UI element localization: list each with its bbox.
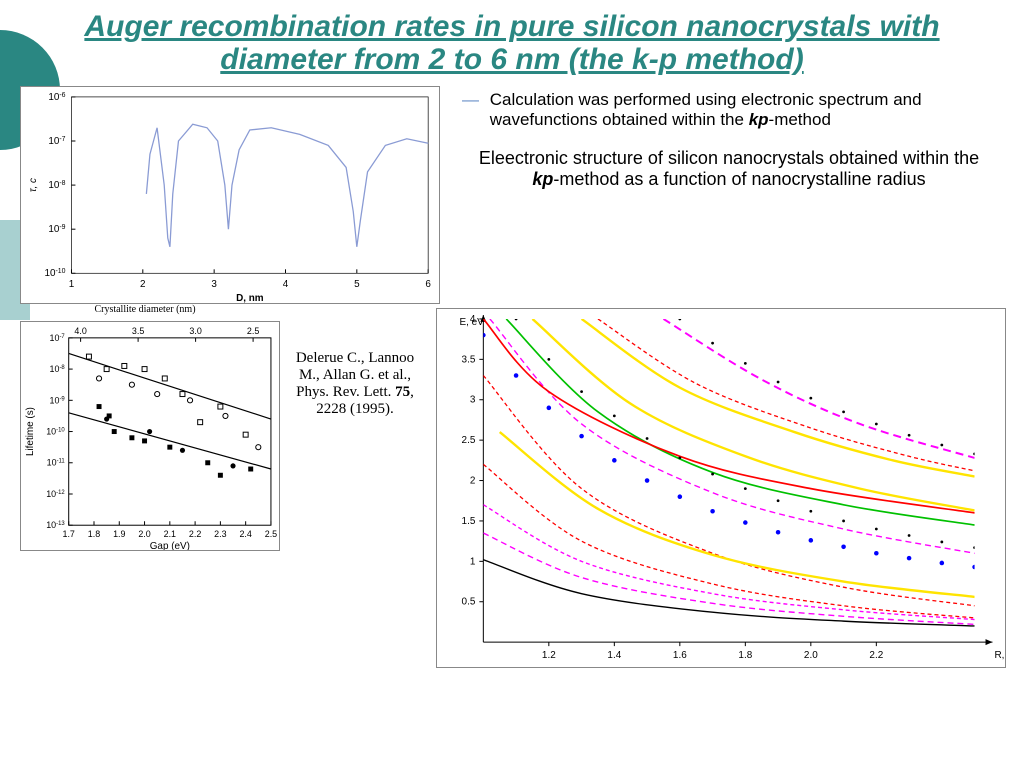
svg-text:4: 4 [283, 279, 289, 290]
svg-text:1.8: 1.8 [738, 650, 752, 661]
svg-text:τ, c: τ, c [28, 178, 39, 192]
lifetime-top-label: Crystallite diameter (nm) [10, 304, 280, 315]
citation-text: Delerue C., Lannoo M., Allan G. et al., … [280, 304, 430, 668]
bullet-marker: — [462, 90, 479, 110]
svg-text:10-8: 10-8 [48, 180, 65, 192]
svg-text:2.4: 2.4 [239, 529, 251, 539]
svg-text:1.5: 1.5 [462, 516, 476, 527]
svg-text:1.8: 1.8 [88, 529, 100, 539]
energy-chart: 1.21.41.61.82.02.20.511.522.533.54R, nmE… [436, 308, 1006, 668]
svg-text:1.6: 1.6 [673, 650, 687, 661]
bullet-text-1: — Calculation was performed using electr… [462, 90, 996, 130]
svg-text:1.2: 1.2 [542, 650, 556, 661]
svg-text:1.4: 1.4 [607, 650, 621, 661]
lifetime-chart: 4.0 3.5 3.0 2.5 1.7 1.8 1.9 2.0 2.1 2.2 2.3 2.4 2.5 1… [20, 321, 280, 551]
svg-text:10-10: 10-10 [44, 268, 65, 279]
svg-text:3.5: 3.5 [132, 326, 144, 336]
svg-text:10-7: 10-7 [50, 333, 65, 343]
svg-text:2.2: 2.2 [869, 650, 883, 661]
paragraph-2: Eleectronic structure of silicon nanocry… [462, 148, 996, 190]
tau-chart: 1 2 3 4 5 6 10-10 10-9 10-8 10-7 10-6 D, nm τ, c [20, 86, 440, 304]
svg-text:1.9: 1.9 [113, 529, 125, 539]
svg-text:10-11: 10-11 [47, 458, 66, 468]
svg-text:R, nm: R, nm [994, 650, 1005, 661]
svg-text:2.3: 2.3 [214, 529, 226, 539]
svg-text:1.7: 1.7 [63, 529, 75, 539]
svg-text:10-9: 10-9 [48, 224, 65, 236]
svg-text:D, nm: D, nm [236, 293, 264, 303]
svg-text:6: 6 [425, 279, 431, 290]
svg-text:2: 2 [140, 279, 146, 290]
svg-text:2: 2 [470, 476, 476, 487]
svg-text:10-8: 10-8 [50, 364, 66, 374]
svg-text:3: 3 [211, 279, 217, 290]
svg-text:2.5: 2.5 [462, 435, 476, 446]
svg-text:2.5: 2.5 [247, 326, 259, 336]
svg-text:3.0: 3.0 [189, 326, 201, 336]
svg-text:1: 1 [470, 556, 476, 567]
svg-text:0.5: 0.5 [462, 597, 476, 608]
svg-text:10-9: 10-9 [50, 395, 66, 405]
svg-text:1: 1 [69, 279, 75, 290]
svg-text:10-7: 10-7 [48, 135, 65, 147]
svg-text:10-6: 10-6 [48, 91, 65, 103]
svg-text:10-12: 10-12 [46, 489, 65, 499]
svg-text:2.0: 2.0 [804, 650, 818, 661]
svg-text:Lifetime (s): Lifetime (s) [25, 407, 36, 456]
svg-text:Gap (eV): Gap (eV) [150, 541, 190, 550]
svg-text:2.0: 2.0 [138, 529, 150, 539]
page-title: Auger recombination rates in pure silico… [0, 0, 1024, 82]
svg-text:10-10: 10-10 [46, 427, 65, 437]
svg-text:2.2: 2.2 [189, 529, 201, 539]
svg-text:2.5: 2.5 [265, 529, 277, 539]
svg-text:5: 5 [354, 279, 360, 290]
svg-text:4.0: 4.0 [74, 326, 86, 336]
svg-text:3.5: 3.5 [462, 354, 476, 365]
svg-text:3: 3 [470, 395, 476, 406]
svg-text:2.1: 2.1 [164, 529, 176, 539]
svg-text:E, eV: E, eV [459, 317, 484, 328]
